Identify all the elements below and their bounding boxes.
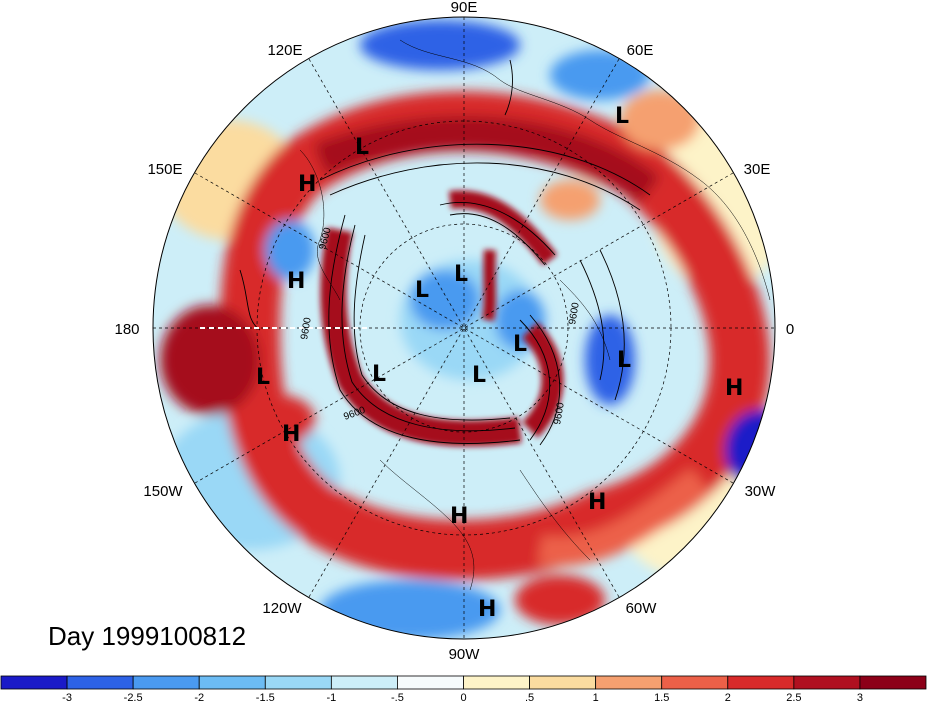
colorbar-swatch bbox=[595, 675, 663, 690]
low-pressure-label: L bbox=[472, 363, 486, 388]
colorbar: -3 -2.5 -2 -1.5 -1 -.5 0 .5 1 1.5 2 2.5 3 bbox=[0, 675, 927, 702]
colorbar-swatch bbox=[198, 675, 266, 690]
colorbar-tick-label: .5 bbox=[525, 692, 534, 702]
contour-label: 9600 bbox=[567, 301, 582, 325]
coastlines bbox=[299, 39, 771, 591]
lon-label-60e: 60E bbox=[627, 42, 654, 59]
colorbar-tick-label: 2 bbox=[725, 692, 731, 702]
anomaly-field bbox=[153, 17, 775, 639]
map-boundary bbox=[152, 16, 776, 640]
longitude-labels: 90E 60E 30E 0 30W 60W 90W 120W 150W 180 … bbox=[114, 0, 794, 663]
colorbar-tick-label: 1 bbox=[593, 692, 599, 702]
high-pressure-label: H bbox=[588, 490, 606, 515]
low-pressure-label: L bbox=[256, 365, 270, 390]
high-pressure-label: H bbox=[725, 376, 743, 401]
high-pressure-label: H bbox=[478, 597, 496, 622]
lon-label-90w: 90W bbox=[449, 646, 481, 663]
colorbar-swatch bbox=[529, 675, 597, 690]
colorbar-swatch bbox=[132, 675, 200, 690]
lon-label-120w: 120W bbox=[262, 600, 302, 617]
low-pressure-label: L bbox=[372, 362, 386, 387]
low-pressure-label: L bbox=[415, 278, 429, 303]
height-contours bbox=[239, 59, 651, 446]
pressure-centers: H H H H H H H H L L L L L L L L L bbox=[256, 104, 743, 622]
colorbar-swatch bbox=[330, 675, 398, 690]
colorbar-swatch bbox=[727, 675, 795, 690]
lon-label-150w: 150W bbox=[143, 483, 183, 500]
high-pressure-label: H bbox=[287, 269, 305, 294]
lon-label-0: 0 bbox=[786, 321, 794, 338]
lon-label-150e: 150E bbox=[147, 161, 182, 178]
colorbar-tick-label: 3 bbox=[857, 692, 863, 702]
high-pressure-label: H bbox=[450, 504, 468, 529]
colorbar-swatch bbox=[793, 675, 861, 690]
day-title: Day 1999100812 bbox=[48, 621, 246, 651]
low-pressure-label: L bbox=[513, 332, 527, 357]
lon-label-180: 180 bbox=[114, 321, 139, 338]
colorbar-tick-label: -2 bbox=[194, 692, 204, 702]
colorbar-tick-label: -2.5 bbox=[124, 692, 143, 702]
low-pressure-label: L bbox=[615, 104, 629, 129]
high-pressure-label: H bbox=[282, 422, 300, 447]
colorbar-swatch bbox=[859, 675, 927, 690]
low-pressure-label: L bbox=[355, 135, 369, 160]
colorbar-tick-label: -1 bbox=[326, 692, 336, 702]
lon-label-120e: 120E bbox=[267, 42, 302, 59]
contour-label: 9600 bbox=[299, 316, 314, 340]
colorbar-swatch bbox=[0, 675, 68, 690]
colorbar-swatch bbox=[463, 675, 530, 690]
high-pressure-label: H bbox=[298, 172, 316, 197]
low-pressure-label: L bbox=[454, 262, 468, 287]
lon-label-30e: 30E bbox=[744, 161, 771, 178]
low-pressure-label: L bbox=[617, 348, 631, 373]
colorbar-tick-label: -.5 bbox=[391, 692, 404, 702]
lon-label-90e: 90E bbox=[451, 0, 478, 16]
colorbar-swatch bbox=[397, 675, 464, 690]
colorbar-tick-label: 1.5 bbox=[654, 692, 669, 702]
colorbar-swatch bbox=[661, 675, 729, 690]
colorbar-tick-label: 2.5 bbox=[786, 692, 801, 702]
contour-label: 9600 bbox=[552, 401, 567, 425]
graticule bbox=[153, 17, 775, 639]
colorbar-tick-label: 0 bbox=[460, 692, 466, 702]
lon-label-30w: 30W bbox=[745, 483, 777, 500]
colorbar-tick-label: -3 bbox=[62, 692, 72, 702]
colorbar-swatch bbox=[66, 675, 134, 690]
contour-labels: 9600 9600 9600 9600 9600 bbox=[299, 226, 582, 426]
colorbar-tick-label: -1.5 bbox=[256, 692, 275, 702]
lon-label-60w: 60W bbox=[626, 600, 658, 617]
colorbar-swatch bbox=[264, 675, 332, 690]
